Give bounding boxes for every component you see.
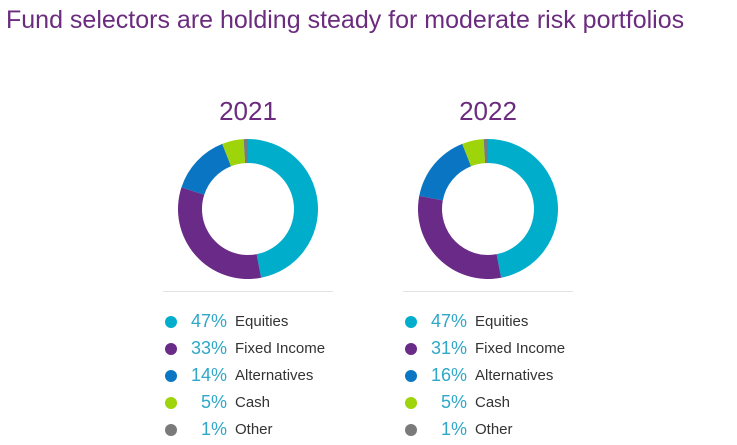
legend-item-cash: 5% Cash (405, 391, 595, 418)
legend-value: 14% (190, 365, 227, 385)
legend-label: Fixed Income (475, 340, 566, 357)
legend-value: 33% (190, 338, 227, 358)
donut-chart-2022 (418, 139, 558, 279)
slice-cash (222, 139, 246, 167)
legend-item-other: 1% Other (165, 418, 355, 445)
legend-dot-cash (165, 397, 177, 409)
legend-item-fixed-income: 33% Fixed Income (165, 337, 355, 364)
slice-other (483, 139, 488, 164)
divider (403, 291, 573, 292)
legend-item-equities: 47% Equities (405, 310, 595, 337)
legend-dot-other (405, 424, 417, 436)
legend-dot-other (165, 424, 177, 436)
legend-item-fixed-income: 31% Fixed Income (405, 337, 595, 364)
donut-chart-2021 (177, 139, 318, 279)
legend-item-alternatives: 14% Alternatives (165, 364, 355, 391)
legend-value: 1% (440, 419, 467, 439)
slice-cash (462, 139, 486, 167)
slice-equities (488, 139, 558, 278)
legend-item-equities: 47% Equities (165, 310, 355, 337)
slice-equities (248, 139, 318, 278)
legend-value: 5% (200, 392, 227, 412)
slice-other (243, 139, 248, 164)
legend-value: 31% (430, 338, 467, 358)
legend-dot-alternatives (405, 370, 417, 382)
legend-2021: 47% Equities 33% Fixed Income 14% Altern… (165, 310, 355, 445)
divider (163, 291, 333, 292)
legend-value: 1% (200, 419, 227, 439)
chart-title-2021: 2021 (219, 96, 277, 126)
legend-label: Cash (235, 394, 271, 411)
chart-title-2022: 2022 (459, 96, 517, 126)
legend-label: Cash (475, 394, 511, 411)
legend-value: 16% (430, 365, 467, 385)
legend-2022: 47% Equities 31% Fixed Income 16% Altern… (405, 310, 595, 445)
legend-label: Equities (235, 313, 289, 330)
legend-value: 47% (430, 311, 467, 331)
slice-alternatives (419, 143, 472, 201)
legend-item-other: 1% Other (405, 418, 595, 445)
legend-dot-fixed-income (405, 343, 417, 355)
legend-label: Fixed Income (235, 340, 326, 357)
slice-fixed-income (177, 187, 262, 279)
legend-value: 5% (440, 392, 467, 412)
legend-dot-equities (165, 316, 177, 328)
legend-label: Alternatives (475, 367, 554, 384)
legend-label: Alternatives (235, 367, 314, 384)
legend-dot-alternatives (165, 370, 177, 382)
legend-label: Other (475, 421, 513, 438)
slice-alternatives (181, 143, 232, 195)
legend-label: Equities (475, 313, 529, 330)
legend-dot-equities (405, 316, 417, 328)
page-title: Fund selectors are holding steady for mo… (6, 6, 685, 34)
legend-value: 47% (190, 311, 227, 331)
legend-dot-cash (405, 397, 417, 409)
legend-item-alternatives: 16% Alternatives (405, 364, 595, 391)
legend-item-cash: 5% Cash (165, 391, 355, 418)
slice-fixed-income (418, 195, 502, 279)
legend-dot-fixed-income (165, 343, 177, 355)
legend-label: Other (235, 421, 273, 438)
